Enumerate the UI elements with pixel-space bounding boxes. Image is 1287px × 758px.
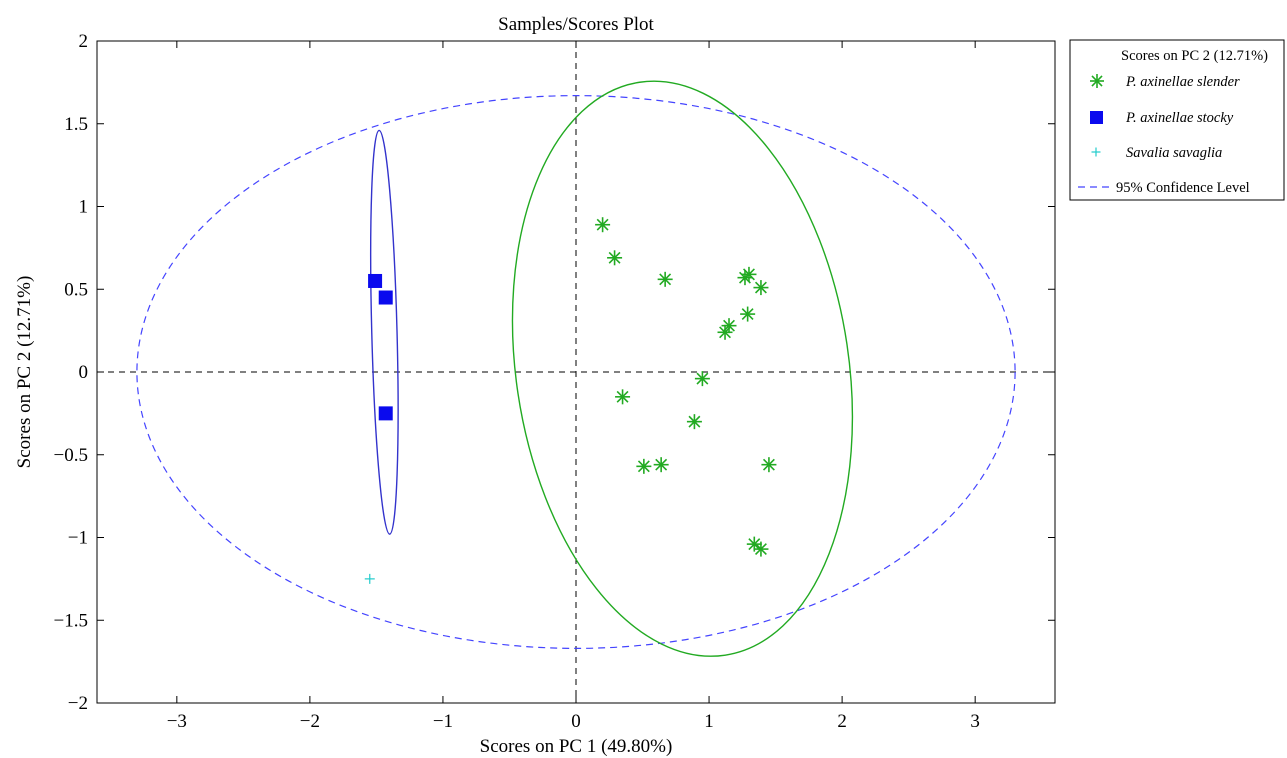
legend-label-slender: P. axinellae slender bbox=[1125, 74, 1240, 90]
y-axis-title: Scores on PC 2 (12.71%) bbox=[14, 276, 35, 469]
data-point-slender bbox=[761, 457, 777, 473]
x-tick-label: 2 bbox=[837, 711, 847, 732]
data-point-slender bbox=[686, 414, 702, 430]
data-point-slender bbox=[740, 306, 756, 322]
legend-label-confidence: 95% Confidence Level bbox=[1116, 180, 1250, 196]
axis-ticks: −3 −2 −1 0 1 2 3 −2 −1.5 −1 −0.5 0 0.5 1 1.5 2 bbox=[54, 31, 1055, 732]
data-point-slender bbox=[607, 250, 623, 266]
legend-title: Scores on PC 2 (12.71%) bbox=[1121, 48, 1268, 64]
y-tick-label: −1.5 bbox=[54, 610, 88, 631]
data-point-slender bbox=[657, 271, 673, 287]
y-tick-label: 2 bbox=[79, 31, 89, 52]
y-tick-label: −0.5 bbox=[54, 445, 88, 466]
x-tick-label: −1 bbox=[433, 711, 453, 732]
y-tick-label: −1 bbox=[68, 528, 88, 549]
x-axis-title: Scores on PC 1 (49.80%) bbox=[480, 736, 673, 757]
legend-plus bbox=[1091, 147, 1101, 157]
x-tick-label: 1 bbox=[704, 711, 714, 732]
chart-title: Samples/Scores Plot bbox=[498, 14, 654, 35]
y-tick-label: −2 bbox=[68, 693, 88, 714]
confidence-ellipse-95 bbox=[136, 95, 1016, 649]
asterisk-marker-icon bbox=[1090, 74, 1104, 88]
data-point-slender bbox=[636, 458, 652, 474]
group-ellipse-slender bbox=[511, 80, 854, 657]
data-point-stocky bbox=[378, 290, 393, 305]
legend-item-confidence: 95% Confidence Level bbox=[1078, 180, 1250, 196]
y-tick-label: 0 bbox=[79, 362, 89, 383]
plus-marker-icon bbox=[1091, 147, 1101, 157]
legend-item-slender: P. axinellae slender bbox=[1090, 74, 1240, 90]
data-point-slender bbox=[694, 371, 710, 387]
x-tick-label: 3 bbox=[970, 711, 980, 732]
legend-item-savalia: Savalia savaglia bbox=[1091, 145, 1222, 161]
data-point-stocky bbox=[378, 406, 393, 421]
data-point-slender bbox=[595, 217, 611, 233]
x-tick-label: −2 bbox=[300, 711, 320, 732]
legend-label-stocky: P. axinellae stocky bbox=[1125, 110, 1234, 126]
y-tick-label: 0.5 bbox=[64, 279, 88, 300]
data-point-slender bbox=[615, 389, 631, 405]
legend: Scores on PC 2 (12.71%) P. axinellae sle… bbox=[1069, 39, 1285, 201]
data-point-slender bbox=[717, 324, 733, 340]
data-point-slender bbox=[653, 457, 669, 473]
legend-box bbox=[1069, 39, 1285, 201]
plot-content bbox=[97, 41, 1055, 703]
y-tick-label: 1.5 bbox=[64, 114, 88, 135]
x-tick-label: 0 bbox=[571, 711, 581, 732]
legend-asterisk bbox=[1090, 74, 1104, 88]
x-tick-label: −3 bbox=[167, 711, 187, 732]
square-marker-icon bbox=[1090, 111, 1103, 124]
group-ellipse-stocky bbox=[370, 129, 399, 535]
data-point-slender bbox=[753, 280, 769, 296]
legend-item-stocky: P. axinellae stocky bbox=[1090, 110, 1234, 126]
data-point-savalia bbox=[364, 573, 375, 584]
legend-label-savalia: Savalia savaglia bbox=[1126, 145, 1222, 161]
data-point-slender bbox=[737, 270, 753, 286]
y-tick-label: 1 bbox=[79, 197, 89, 218]
data-point-stocky bbox=[368, 273, 383, 288]
data-point-slender bbox=[753, 541, 769, 557]
